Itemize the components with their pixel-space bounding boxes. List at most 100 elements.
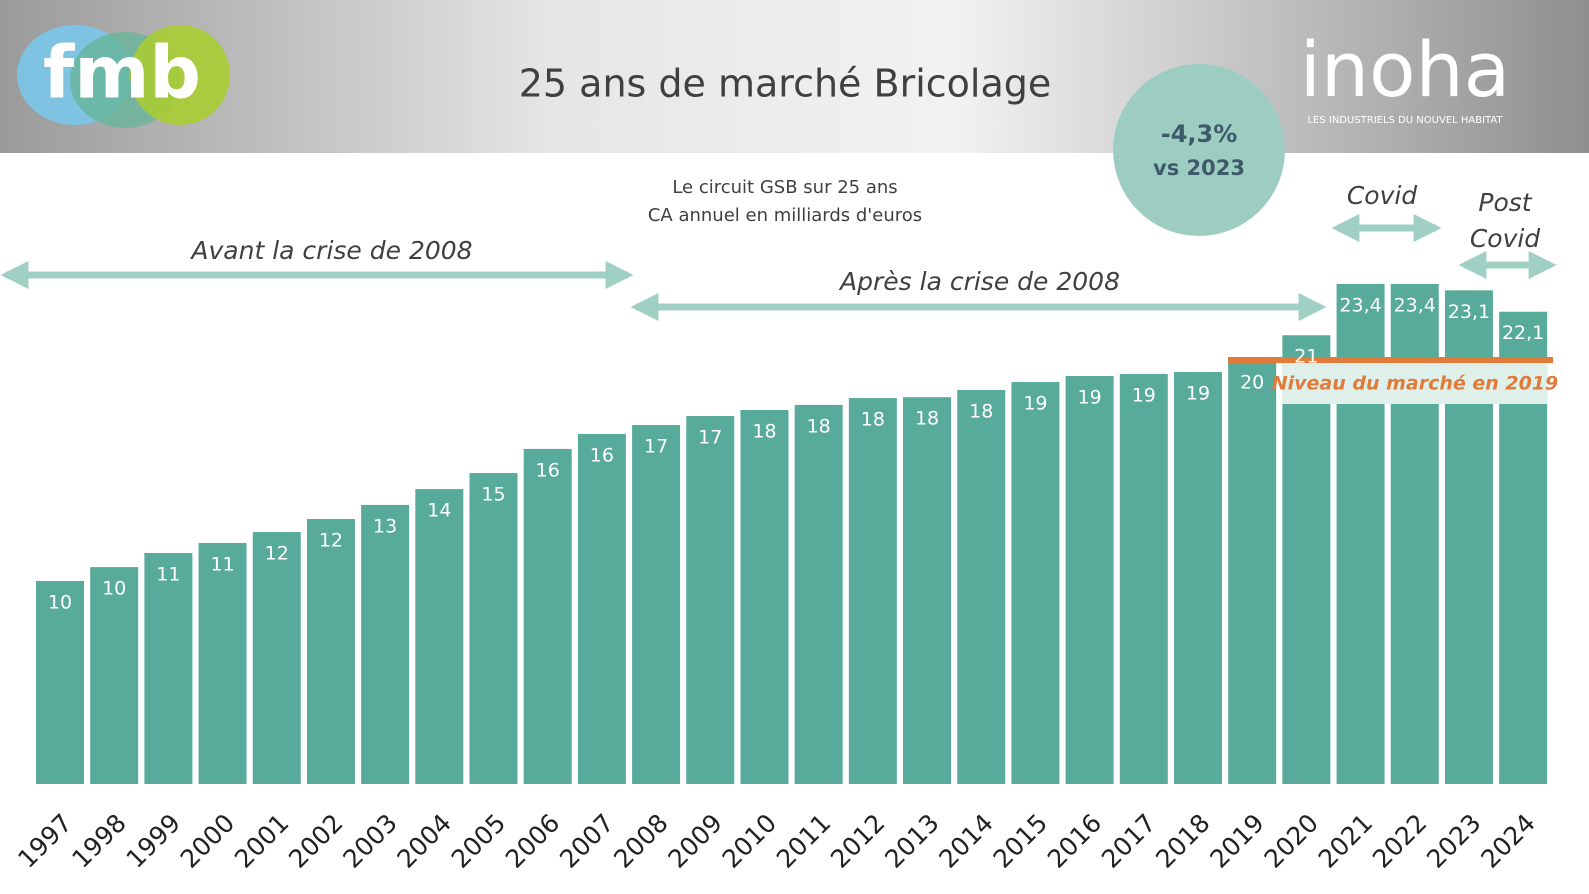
bar <box>1282 335 1331 784</box>
x-tick-label: 2023 <box>1421 808 1486 873</box>
data-label: 19 <box>1186 382 1210 404</box>
bar <box>1011 382 1060 784</box>
x-tick-label: 2024 <box>1475 808 1540 873</box>
x-tick-label: 2003 <box>337 808 402 873</box>
data-label: 23,4 <box>1339 294 1381 316</box>
x-tick-label: 2016 <box>1042 808 1107 873</box>
bar <box>523 448 572 784</box>
data-label: 18 <box>915 408 939 430</box>
x-tick-label: 2021 <box>1313 808 1378 873</box>
bar <box>90 567 139 784</box>
overlay: Niveau du marché en 2019 20 21 23,4 23,4 23,… <box>1228 294 1558 404</box>
data-label: 12 <box>319 530 343 552</box>
bar <box>469 473 518 784</box>
data-label: 23,1 <box>1448 301 1490 323</box>
x-tick-label: 2004 <box>392 808 457 873</box>
data-label: 15 <box>481 484 505 506</box>
x-tick-label: 2000 <box>175 808 240 873</box>
x-tick-label: 2020 <box>1259 808 1324 873</box>
bar <box>686 416 735 784</box>
data-label: 18 <box>807 415 831 437</box>
period-label: Covid <box>1470 224 1540 253</box>
data-label: 11 <box>210 553 234 575</box>
bar <box>252 532 301 784</box>
data-label: 18 <box>752 421 776 443</box>
period-label: Avant la crise de 2008 <box>189 236 472 265</box>
x-tick-label: 1999 <box>121 808 186 873</box>
bar <box>1119 373 1168 784</box>
x-tick-label: 2008 <box>608 808 673 873</box>
x-tick-label: 2010 <box>717 808 782 873</box>
chart-title: 25 ans de marché Bricolage <box>519 62 1052 106</box>
data-label: 12 <box>265 543 289 565</box>
level-label: Niveau du marché en 2019 <box>1272 373 1559 395</box>
x-tick-label: 2005 <box>446 808 511 873</box>
fmb-logo: fmb <box>17 25 230 128</box>
data-label: 14 <box>427 500 451 522</box>
bar <box>577 433 626 784</box>
data-label: 13 <box>373 515 397 537</box>
x-tick-label: 2011 <box>771 808 836 873</box>
data-label: 10 <box>48 591 72 613</box>
data-label: 18 <box>861 409 885 431</box>
data-label: 21 <box>1294 346 1318 368</box>
x-tick-label: 2009 <box>662 808 727 873</box>
subtitle: CA annuel en milliards d'euros <box>648 205 922 226</box>
bar <box>415 489 464 784</box>
period-arrows <box>0 214 1557 321</box>
x-tick-label: 2012 <box>825 808 890 873</box>
subtitle: Le circuit GSB sur 25 ans <box>672 177 897 198</box>
data-label: 19 <box>1023 393 1047 415</box>
inoha-tagline: LES INDUSTRIELS DU NOUVEL HABITAT <box>1307 115 1503 126</box>
bar <box>957 389 1006 784</box>
bar <box>848 398 897 784</box>
change-ref: vs 2023 <box>1153 156 1245 180</box>
x-tick-label: 2013 <box>879 808 944 873</box>
data-label: 17 <box>644 435 668 457</box>
bars: 10 10 11 11 12 12 13 14 15 16 16 17 17 18 18 18 18 18 19 19… <box>36 283 1548 784</box>
x-tick-label: 2017 <box>1096 808 1161 873</box>
x-tick-label: 2019 <box>1204 808 1269 873</box>
x-tick-label: 1997 <box>12 808 77 873</box>
x-tick-label: 2015 <box>988 808 1053 873</box>
bar <box>36 580 84 784</box>
data-label: 11 <box>156 563 180 585</box>
period-label: Covid <box>1347 181 1417 210</box>
bar <box>1173 371 1222 784</box>
x-tick-label: 2001 <box>229 808 294 873</box>
change-value: -4,3% <box>1161 120 1238 148</box>
data-label: 19 <box>1078 387 1102 409</box>
data-label: 18 <box>969 400 993 422</box>
bar <box>144 552 193 784</box>
bar <box>740 410 789 784</box>
change-bubble <box>1113 64 1285 236</box>
bar <box>198 542 247 784</box>
x-tick-label: 2022 <box>1367 808 1432 873</box>
bar <box>1065 376 1114 784</box>
x-tick-label: 2002 <box>283 808 348 873</box>
x-tick-label: 2014 <box>933 808 998 873</box>
x-tick-label: 2007 <box>554 808 619 873</box>
x-tick-label: 1998 <box>66 808 131 873</box>
bar <box>1228 360 1277 784</box>
data-label: 16 <box>590 444 614 466</box>
x-tick-label: 2018 <box>1150 808 1215 873</box>
level-band <box>1282 362 1547 404</box>
logo-text: fmb <box>43 31 201 115</box>
data-label: 19 <box>1132 384 1156 406</box>
x-tick-label: 2006 <box>500 808 565 873</box>
header-band <box>0 0 1589 153</box>
period-label: Post <box>1478 188 1532 217</box>
data-label: 10 <box>102 578 126 600</box>
data-label: 16 <box>536 459 560 481</box>
period-label: Après la crise de 2008 <box>838 267 1120 296</box>
bar <box>794 404 843 784</box>
data-label: 23,4 <box>1394 294 1436 316</box>
bar <box>306 519 355 784</box>
data-label: 17 <box>698 427 722 449</box>
inoha-logo: inoha <box>1300 25 1511 114</box>
bar <box>632 424 681 784</box>
data-label: 20 <box>1240 372 1264 394</box>
bar <box>903 397 952 784</box>
